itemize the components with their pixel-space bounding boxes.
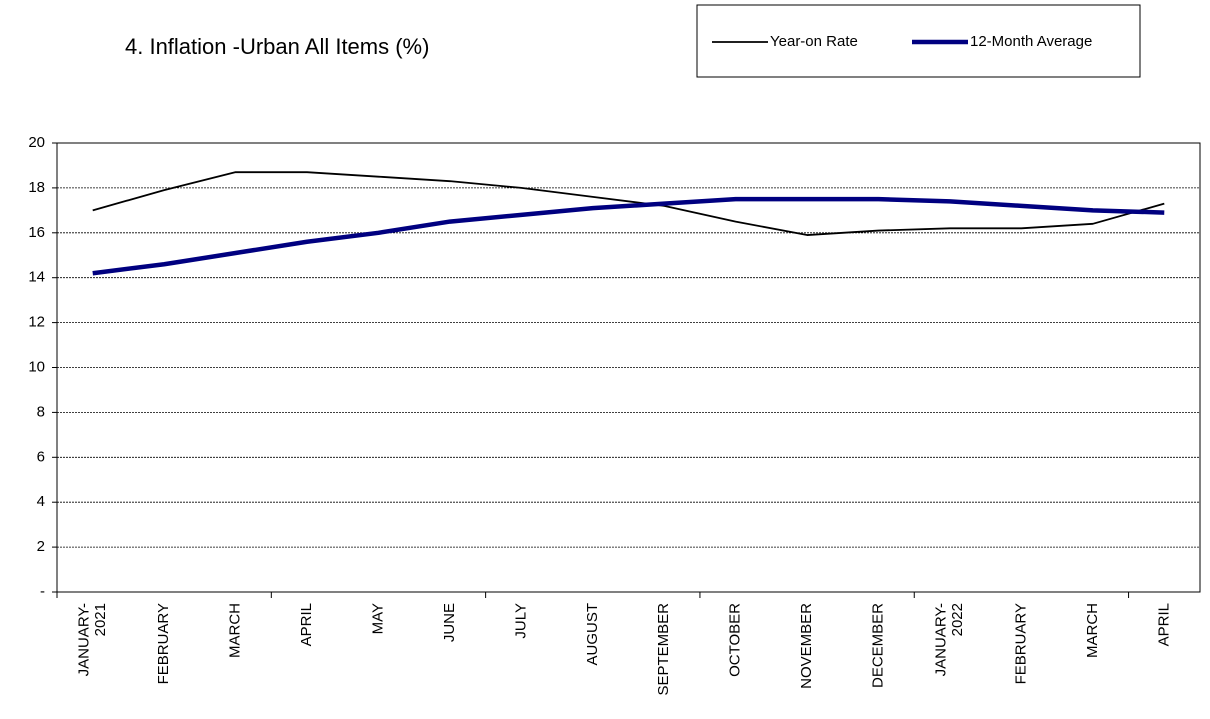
x-tick-label: JULY xyxy=(512,603,529,639)
x-tick-label: FEBRUARY xyxy=(155,603,172,684)
y-tick-label: 18 xyxy=(28,179,45,196)
legend-box xyxy=(696,4,1141,78)
x-tick-label: SEPTEMBER xyxy=(655,603,672,696)
chart-title: 4. Inflation -Urban All Items (%) xyxy=(125,34,429,59)
line-series xyxy=(92,196,1165,276)
x-tick-label: OCTOBER xyxy=(727,603,744,677)
y-tick-label: 14 xyxy=(28,269,45,286)
legend-label: 12-Month Average xyxy=(970,33,1092,50)
line-series xyxy=(92,171,1165,236)
x-tick-label: MARCH xyxy=(1084,603,1101,658)
y-tick-label: 16 xyxy=(28,224,45,241)
x-tick-label: MAY xyxy=(369,603,386,634)
x-tick-label: MARCH xyxy=(227,603,244,658)
y-tick-label: - xyxy=(40,583,45,600)
y-tick-label: 20 xyxy=(28,134,45,151)
x-tick-label: JUNE xyxy=(441,603,458,642)
y-tick-label: 2 xyxy=(37,538,45,555)
x-tick-label: NOVEMBER xyxy=(798,603,815,689)
x-tick-label: JANUARY-2021 xyxy=(75,603,109,676)
legend-label: Year-on Rate xyxy=(770,33,858,50)
y-tick-label: 4 xyxy=(37,493,45,510)
y-tick-label: 10 xyxy=(28,358,45,375)
y-tick-label: 12 xyxy=(28,314,45,331)
y-tick-label: 6 xyxy=(37,448,45,465)
x-tick-label: JANUARY-2022 xyxy=(933,603,967,676)
x-tick-label: AUGUST xyxy=(584,603,601,666)
x-tick-label: FEBRUARY xyxy=(1012,603,1029,684)
x-tick-label: APRIL xyxy=(1155,603,1172,646)
x-tick-label: DECEMBER xyxy=(870,603,887,688)
y-tick-label: 8 xyxy=(37,403,45,420)
x-tick-label: APRIL xyxy=(298,603,315,646)
